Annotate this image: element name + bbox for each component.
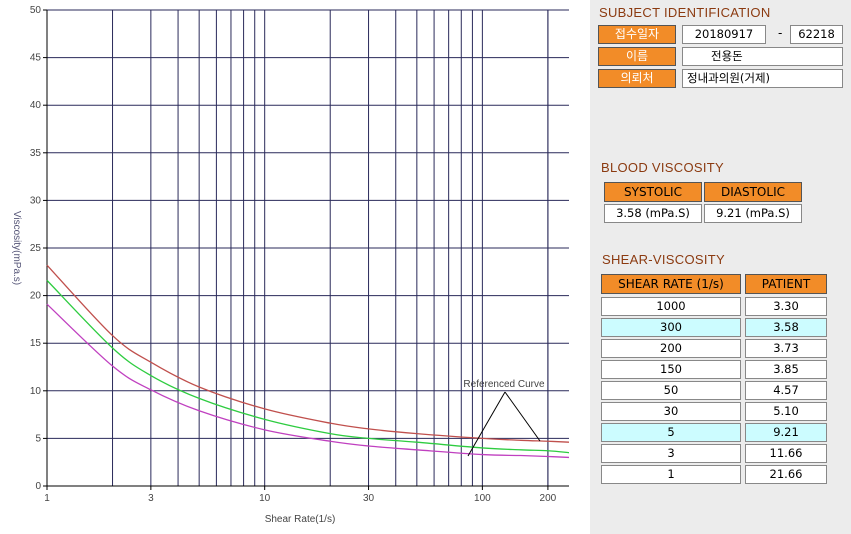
name-field[interactable]: 전용돈 [682, 47, 843, 66]
shear-section-title: SHEAR-VISCOSITY [602, 252, 725, 267]
series-line [46, 303, 570, 459]
subject-section-title: SUBJECT IDENTIFICATION [599, 5, 771, 20]
diastolic-header: DIASTOLIC [704, 182, 802, 202]
series-line [46, 279, 570, 454]
series-line [46, 264, 570, 443]
patient-value-cell: 11.66 [745, 444, 827, 463]
y-axis-title: Viscosity(mPa.s) [11, 211, 22, 285]
shear-rate-cell: 5 [601, 423, 741, 442]
x-tick-label: 1 [44, 493, 50, 504]
x-tick-label: 10 [259, 493, 271, 504]
patient-value-cell: 3.85 [745, 360, 827, 379]
receipt-number-field[interactable]: 62218 [790, 25, 843, 44]
receipt-separator: - [778, 26, 783, 40]
patient-header: PATIENT [745, 274, 827, 294]
patient-value-cell: 4.57 [745, 381, 827, 400]
chart-panel: 0 5 10 15 20 25 30 35 40 45 50 1 3 10 30 100 200 Shear Ra… [0, 0, 590, 534]
annotation-label: Referenced Curve [463, 379, 545, 390]
x-tick-label: 30 [363, 493, 375, 504]
y-tick-label: 20 [30, 291, 42, 302]
patient-value-cell: 3.58 [745, 318, 827, 337]
systolic-header: SYSTOLIC [604, 182, 702, 202]
y-tick-label: 15 [30, 338, 42, 349]
name-label: 이름 [598, 47, 676, 66]
x-tick-label: 100 [474, 493, 491, 504]
y-tick-label: 30 [30, 195, 42, 206]
patient-value-cell: 21.66 [745, 465, 827, 484]
patient-value-cell: 9.21 [745, 423, 827, 442]
shear-rate-cell: 1 [601, 465, 741, 484]
shear-rate-cell: 50 [601, 381, 741, 400]
x-axis-title: Shear Rate(1/s) [265, 514, 336, 525]
clinic-field[interactable]: 정내과의원(거제) [682, 69, 843, 88]
annotation-pointer [467, 391, 506, 457]
receipt-date-field[interactable]: 20180917 [682, 25, 766, 44]
y-tick-label: 45 [30, 53, 42, 64]
patient-value-cell: 5.10 [745, 402, 827, 421]
blood-section-title: BLOOD VISCOSITY [601, 160, 724, 175]
diastolic-value: 9.21 (mPa.S) [704, 204, 802, 223]
y-tick-label: 50 [30, 5, 42, 16]
y-tick-label: 5 [35, 433, 41, 444]
x-tick-label: 200 [540, 493, 557, 504]
patient-value-cell: 3.30 [745, 297, 827, 316]
annotation-pointer [504, 391, 541, 442]
shear-rate-cell: 200 [601, 339, 741, 358]
y-tick-label: 10 [30, 386, 42, 397]
y-tick-label: 35 [30, 148, 42, 159]
shear-rate-cell: 300 [601, 318, 741, 337]
shear-rate-cell: 30 [601, 402, 741, 421]
shear-rate-cell: 3 [601, 444, 741, 463]
y-tick-label: 25 [30, 243, 42, 254]
shear-rate-cell: 150 [601, 360, 741, 379]
shear-rate-header: SHEAR RATE (1/s) [601, 274, 741, 294]
receipt-date-label: 접수일자 [598, 25, 676, 44]
clinic-label: 의뢰처 [598, 69, 676, 88]
x-tick-label: 3 [148, 493, 154, 504]
systolic-value: 3.58 (mPa.S) [604, 204, 702, 223]
y-tick-label: 0 [35, 481, 41, 492]
viscosity-chart: 0 5 10 15 20 25 30 35 40 45 50 1 3 10 30 100 200 Shear Ra… [11, 5, 570, 525]
side-panel: SUBJECT IDENTIFICATION 접수일자 20180917 - 6… [590, 0, 851, 534]
y-tick-label: 40 [30, 100, 42, 111]
shear-rate-cell: 1000 [601, 297, 741, 316]
patient-value-cell: 3.73 [745, 339, 827, 358]
